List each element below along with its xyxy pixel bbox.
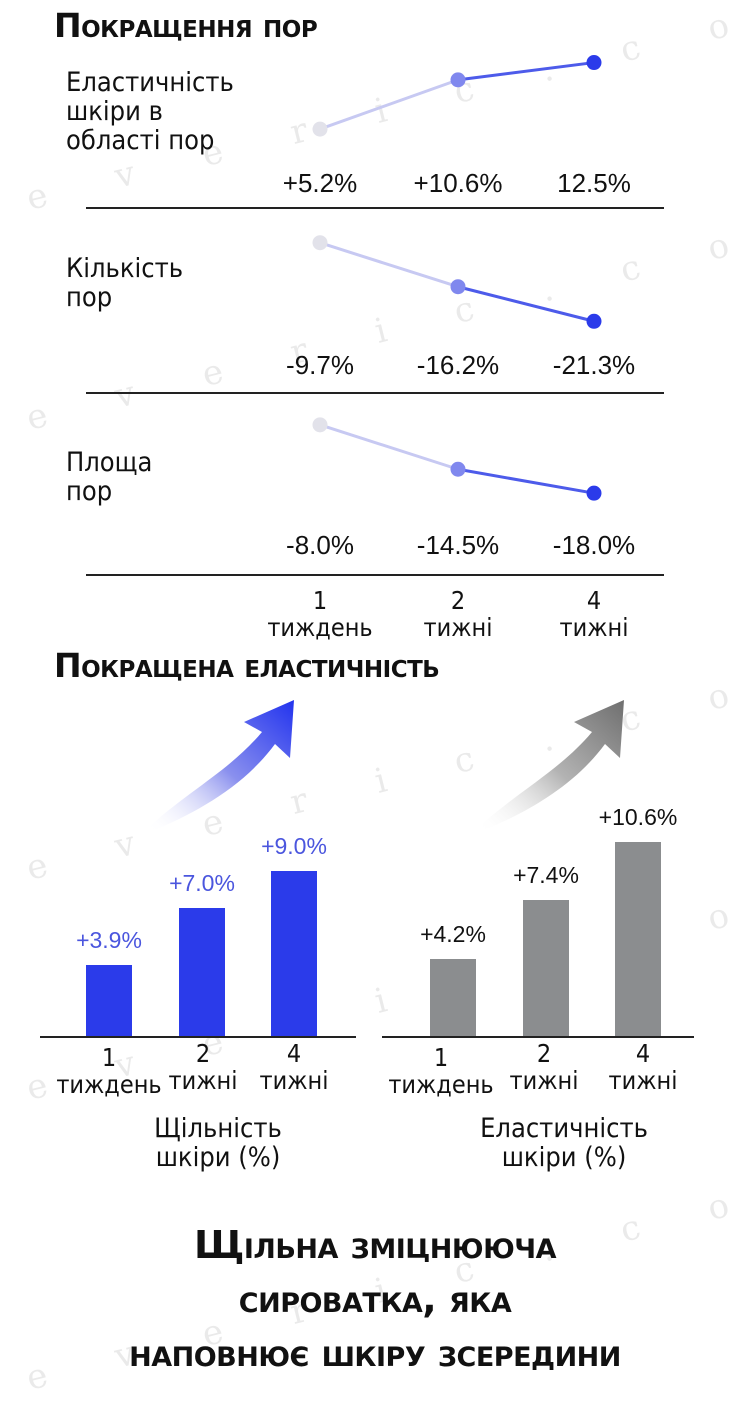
series-label-pore-area: Площа пор <box>66 448 152 506</box>
tick-unit: тижні <box>559 613 629 642</box>
bar <box>615 841 661 1036</box>
tick-number: 1 <box>433 1043 449 1072</box>
bar <box>430 959 476 1036</box>
data-label: -16.2% <box>416 350 500 380</box>
product-tagline: Щільна зміцнююча сироватка, яка наповнює… <box>0 1218 750 1380</box>
tick-number: 1 <box>101 1043 117 1072</box>
label-line: Еластичність <box>66 67 234 98</box>
data-label: +10.6% <box>413 168 503 198</box>
label-line: пор <box>66 476 113 507</box>
caption-line: Щільність <box>154 1113 282 1144</box>
up-arrow-icon <box>150 700 294 832</box>
data-point <box>586 55 602 71</box>
label-line: шкіри в <box>66 96 163 127</box>
data-point <box>586 313 602 329</box>
series-line <box>319 78 459 131</box>
tick-unit: тиждень <box>267 613 373 642</box>
pore-line-chart <box>312 55 602 501</box>
bar <box>179 907 225 1036</box>
row-divider <box>86 392 664 394</box>
chart-caption: Еластичність шкіри (%) <box>434 1114 694 1172</box>
elasticity-improvement-title: Покращена еластичність <box>54 646 440 685</box>
label-line: пор <box>66 282 113 313</box>
x-tick-label: 2 тижні <box>383 587 533 641</box>
tick-unit: тижні <box>423 613 493 642</box>
tick-number: 1 <box>312 586 328 615</box>
tick-number: 4 <box>286 1039 302 1068</box>
data-point <box>450 461 466 477</box>
tick-number: 2 <box>536 1039 552 1068</box>
series-label-pore-count: Кількість пор <box>66 254 183 312</box>
data-label: +9.0% <box>261 833 327 859</box>
series-line <box>457 61 595 82</box>
x-tick-label: 1 тиждень <box>34 1044 184 1098</box>
data-label: -9.7% <box>286 350 354 380</box>
data-point <box>312 417 328 433</box>
x-tick-label: 2 тижні <box>469 1040 619 1094</box>
data-point <box>450 72 466 88</box>
data-point <box>312 121 328 137</box>
tagline-line: сироватка, яка <box>238 1277 512 1321</box>
data-label: +4.2% <box>420 921 486 947</box>
tick-number: 2 <box>195 1039 211 1068</box>
caption-line: шкіри (%) <box>501 1142 627 1173</box>
series-label-elasticity: Еластичність шкіри в області пор <box>66 68 234 155</box>
tick-unit: тижні <box>168 1066 238 1095</box>
series-line <box>319 423 459 471</box>
tick-number: 4 <box>586 586 602 615</box>
data-label: +7.4% <box>513 862 579 889</box>
tick-unit: тижні <box>509 1066 579 1095</box>
tick-unit: тиждень <box>388 1070 494 1099</box>
data-label: -18.0% <box>552 530 636 560</box>
label-line: Кількість <box>66 253 184 284</box>
tagline-line: Щільна зміцнююча <box>194 1223 557 1267</box>
bar <box>86 964 132 1036</box>
row-divider <box>86 574 664 576</box>
caption-line: Еластичність <box>480 1113 648 1144</box>
tagline-line: наповнює шкіру зсередини <box>129 1331 621 1375</box>
chart-caption: Щільність шкіри (%) <box>88 1114 348 1172</box>
x-tick-label: 4 тижні <box>519 587 669 641</box>
tick-number: 4 <box>635 1039 651 1068</box>
x-tick-label: 1 тиждень <box>245 587 395 641</box>
tick-unit: тиждень <box>56 1070 162 1099</box>
series-line <box>319 241 459 289</box>
data-label: +10.6% <box>598 803 678 830</box>
caption-line: шкіри (%) <box>155 1142 281 1173</box>
pore-improvement-title: Покращення пор <box>54 6 318 45</box>
x-axis <box>40 1036 356 1038</box>
data-label: -8.0% <box>286 530 354 560</box>
x-tick-label: 2 тижні <box>128 1040 278 1094</box>
data-label: -21.3% <box>552 350 636 380</box>
x-tick-label: 4 тижні <box>219 1040 369 1094</box>
x-tick-label: 1 тиждень <box>366 1044 516 1098</box>
data-label: +5.2% <box>282 168 358 198</box>
label-line: Площа <box>66 447 153 478</box>
x-tick-label: 4 тижні <box>568 1040 718 1094</box>
data-point <box>450 279 466 295</box>
bar <box>523 900 569 1036</box>
tick-unit: тижні <box>259 1066 329 1095</box>
data-point <box>312 235 328 251</box>
row-divider <box>86 207 664 209</box>
data-label: +7.0% <box>169 869 235 896</box>
data-label: 12.5% <box>557 168 631 198</box>
series-line <box>457 467 595 495</box>
label-line: області пор <box>66 125 215 156</box>
data-label: +3.9% <box>76 926 142 953</box>
bar <box>271 871 317 1036</box>
series-line <box>457 285 595 323</box>
data-point <box>586 485 602 501</box>
data-label: -14.5% <box>416 530 500 560</box>
up-arrow-icon <box>480 700 624 832</box>
tick-unit: тижні <box>608 1066 678 1095</box>
tick-number: 2 <box>450 586 466 615</box>
x-axis <box>382 1036 694 1038</box>
